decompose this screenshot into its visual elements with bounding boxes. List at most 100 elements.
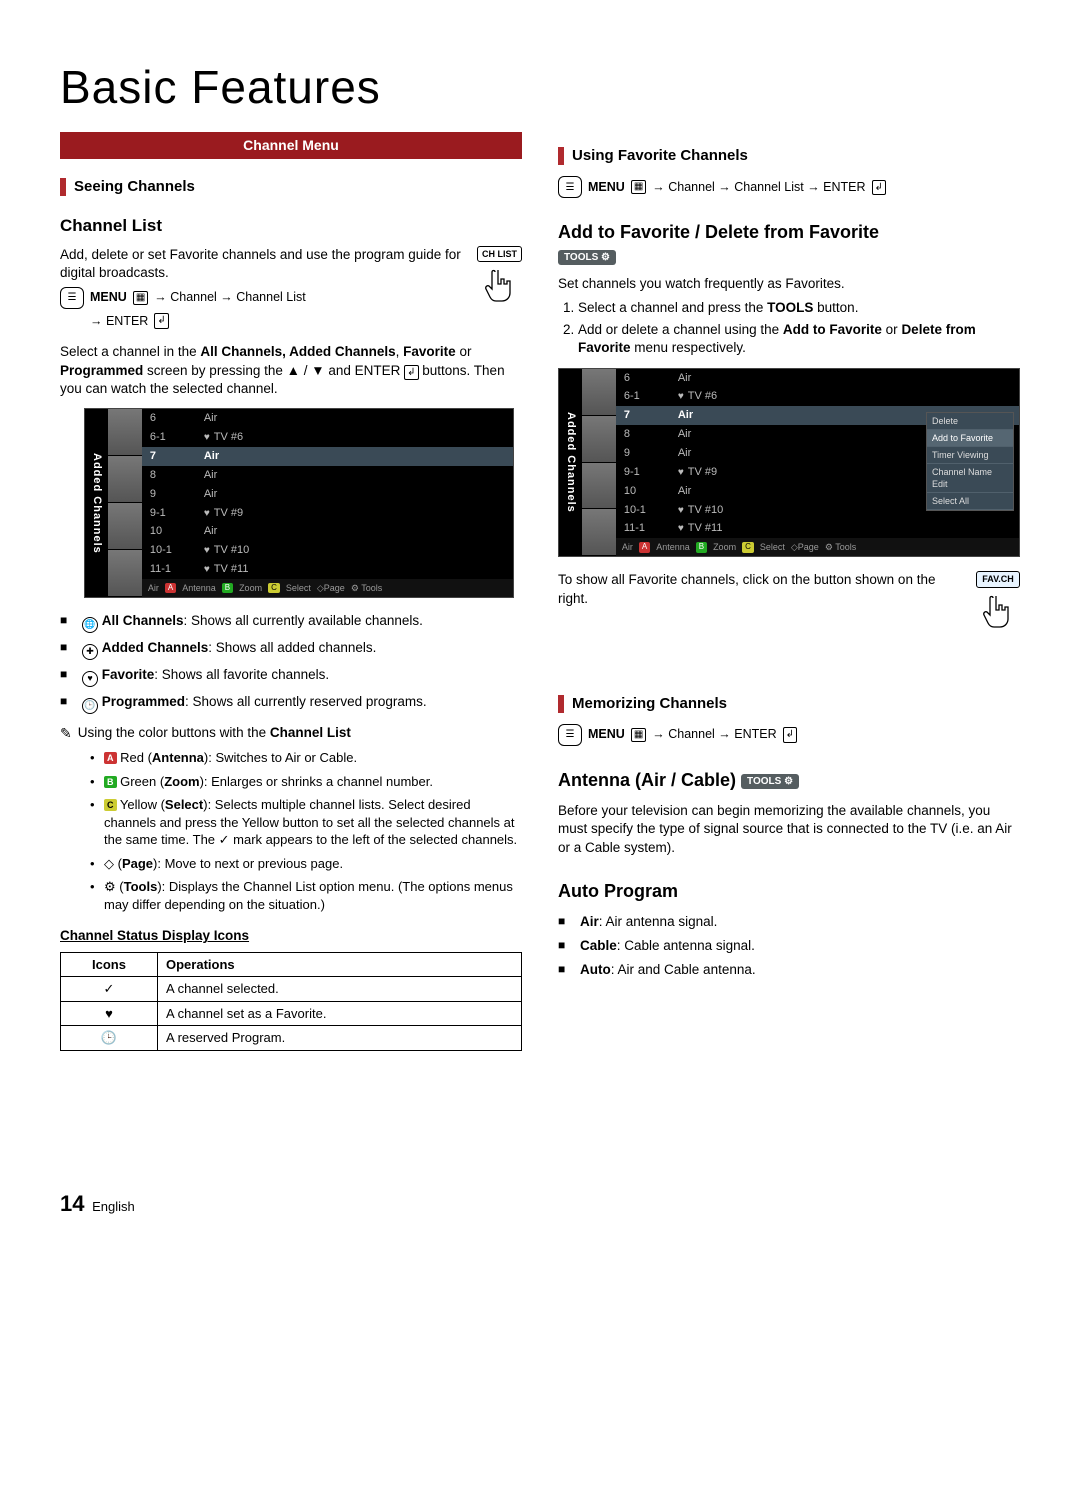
table-row: 11-1TV #11 [616,519,1019,538]
globe-icon: 🌐 [82,617,98,633]
context-menu-item: Select All [927,493,1013,510]
menu-icon: ☰ [60,287,84,309]
tools-badge: TOOLS ⚙ [558,250,616,266]
channel-list-head: Channel List [60,215,522,238]
icons-col-1: Operations [158,952,522,977]
icons-col-0: Icons [61,952,158,977]
context-menu-item: Delete [927,413,1013,430]
list-item: C Yellow (Select): Selects multiple chan… [90,796,522,849]
enter-icon: ↲ [783,727,797,743]
favch-button-label: FAV.CH [976,571,1020,587]
chlist-button-illustration: CH LIST [477,246,522,308]
right-column: Using Favorite Channels ☰ MENU ▦ → Chann… [558,132,1020,1051]
icons-subhead: Channel Status Display Icons [60,927,522,945]
ch-side-label: Added Channels [85,409,108,597]
page-number: 14 [60,1191,84,1216]
showfav-text: To show all Favorite channels, click on … [558,571,1020,607]
color-button-list: A Red (Antenna): Switches to Air or Cabl… [90,749,522,913]
fav-path-rest: → Channel → Channel List → ENTER [652,179,865,196]
left-column: Channel Menu Seeing Channels Channel Lis… [60,132,522,1051]
favch-row: FAV.CH To show all Favorite channels, cl… [558,571,1020,633]
chlist-intro: Add, delete or set Favorite channels and… [60,246,522,282]
table-row: 10-1TV #10 [142,541,513,560]
autoprog-list: Air: Air antenna signal.Cable: Cable ant… [558,913,1020,980]
chlist-intro-wrap: CH LIST Add, delete or set Favorite chan… [60,246,522,333]
table-row: 7Air [142,447,513,466]
heart-icon: ♥ [82,671,98,687]
table-row: 6-1TV #6 [142,428,513,447]
page: Basic Features Channel Menu Seeing Chann… [0,0,1080,1247]
list-item: 🌐 All Channels: Shows all currently avai… [60,612,522,633]
menu-icon: ☰ [558,724,582,746]
fav-path: ☰ MENU ▦ → Channel → Channel List → ENTE… [558,176,1020,198]
addfav-head-text: Add to Favorite / Delete from Favorite [558,222,879,242]
list-item: ♥ Favorite: Shows all favorite channels. [60,666,522,687]
using-fav-head: Using Favorite Channels [558,146,1020,166]
context-menu: DeleteAdd to FavoriteTimer ViewingChanne… [926,412,1014,512]
mem-path: ☰ MENU ▦ → Channel → ENTER ↲ [558,724,1020,746]
menu-grid-icon: ▦ [631,180,646,194]
memorizing-head: Memorizing Channels [558,694,1020,714]
fav-step-1: Select a channel and press the TOOLS but… [578,299,1020,317]
page-lang: English [92,1199,135,1214]
mem-path-rest: → Channel → ENTER [652,726,776,743]
chlist-path-2: → ENTER ↲ [60,313,522,330]
table-row: ✓A channel selected. [61,977,522,1002]
ch-thumbs [108,409,142,597]
favch-button-illustration: FAV.CH [976,571,1020,633]
context-menu-item: Timer Viewing [927,447,1013,464]
ch-thumbs-r [582,369,616,557]
table-row: 9Air [142,485,513,504]
columns: Channel Menu Seeing Channels Channel Lis… [60,132,1020,1051]
antenna-head: Antenna (Air / Cable) TOOLS ⚙ [558,768,1020,792]
table-row: 11-1TV #11 [142,560,513,579]
ch-side-label-r: Added Channels [559,369,582,557]
hand-icon [976,590,1020,634]
list-item: ✚ Added Channels: Shows all added channe… [60,639,522,660]
autoprog-head: Auto Program [558,879,1020,903]
ch-rows: 6Air6-1TV #67Air8Air9Air9-1TV #910Air10-… [142,409,513,597]
color-note: ✎ Using the color buttons with the Chann… [60,724,522,743]
table-row: ♥A channel set as a Favorite. [61,1001,522,1026]
tools-badge-2: TOOLS ⚙ [741,774,799,790]
page-footer: 14 English [60,1191,1020,1217]
enter-icon: ↲ [872,180,886,196]
hand-icon [478,264,522,308]
menu-label: MENU [90,289,127,306]
select-paragraph: Select a channel in the All Channels, Ad… [60,343,522,398]
context-menu-item: Add to Favorite [927,430,1013,447]
channel-type-list: 🌐 All Channels: Shows all currently avai… [60,612,522,714]
table-row: 8Air [142,466,513,485]
table-row: 10Air [142,522,513,541]
clock-icon: 🕒 [82,698,98,714]
fav-steps: Select a channel and press the TOOLS but… [558,299,1020,358]
menu-label: MENU [588,179,625,196]
table-row: 6Air [142,409,513,428]
addfav-head: Add to Favorite / Delete from Favorite [558,220,1020,244]
antenna-head-text: Antenna (Air / Cable) [558,770,736,790]
note-text: Using the color buttons with the Channel… [78,724,351,743]
menu-grid-icon: ▦ [631,728,646,742]
ch-footer: AirAAntennaBZoomCSelect◇Page⚙ Tools [142,579,513,597]
channel-menu-bar: Channel Menu [60,132,522,159]
path-enter: → ENTER [90,313,148,330]
list-item: ◇ (Page): Move to next or previous page. [90,855,522,873]
fav-step-2: Add or delete a channel using the Add to… [578,321,1020,357]
table-row: 6Air [616,369,1019,388]
context-menu-item: Channel Name Edit [927,464,1013,493]
list-item: ⚙ (Tools): Displays the Channel List opt… [90,878,522,913]
menu-icon: ☰ [558,176,582,198]
icons-table: Icons Operations ✓A channel selected.♥A … [60,952,522,1051]
list-item: 🕒 Programmed: Shows all currently reserv… [60,693,522,714]
plus-icon: ✚ [82,644,98,660]
list-item: B Green (Zoom): Enlarges or shrinks a ch… [90,773,522,791]
chlist-button-label: CH LIST [477,246,522,262]
list-item: Cable: Cable antenna signal. [558,937,1020,955]
menu-label: MENU [588,726,625,743]
antenna-para: Before your television can begin memoriz… [558,802,1020,857]
menu-grid-icon: ▦ [133,291,148,305]
fav-channel-mock-wrap: Added Channels 6Air6-1TV #67Air8Air9Air9… [558,368,1020,558]
list-item: A Red (Antenna): Switches to Air or Cabl… [90,749,522,767]
path-middle: → Channel → Channel List [154,289,305,306]
note-icon: ✎ [60,724,72,743]
